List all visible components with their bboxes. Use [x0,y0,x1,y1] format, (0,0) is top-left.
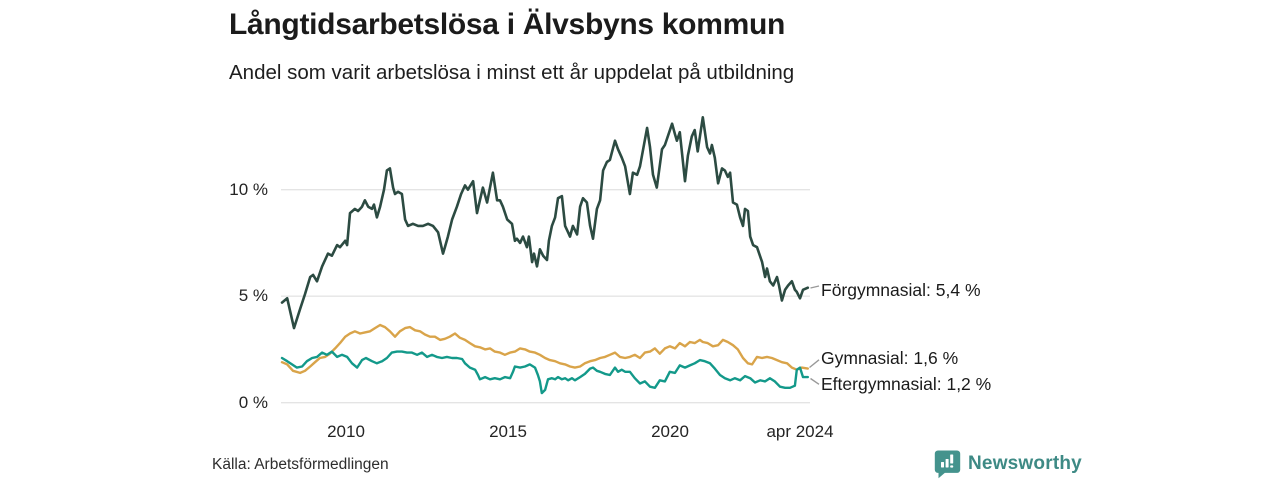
series-label-eftergymnasial: Eftergymnasial: 1,2 % [821,374,992,394]
label-connector-1 [809,359,820,369]
y-tick-10-percent: 10 % [229,180,268,199]
x-tick-2020: 2020 [651,422,689,441]
x-tick-2015: 2015 [489,422,527,441]
series-label-forgymnasial: Förgymnasial: 5,4 % [821,280,981,300]
chart-title: Långtidsarbetslösa i Älvsbyns kommun [229,8,786,41]
x-tick-2010: 2010 [327,422,365,441]
series-label-gymnasial: Gymnasial: 1,6 % [821,348,959,368]
newsworthy-wordmark: Newsworthy [968,453,1082,474]
y-tick-5-percent: 5 % [238,286,268,305]
series-line-2 [280,350,809,395]
label-connector-2 [810,377,820,385]
series-line-1 [280,323,809,375]
source-note: Källa: Arbetsförmedlingen [212,456,389,473]
newsworthy-logo: Newsworthy [934,449,1082,479]
y-tick-0-percent: 0 % [238,393,268,412]
newsworthy-icon [934,449,961,479]
chart-subtitle: Andel som varit arbetslösa i minst ett å… [229,61,795,84]
x-tick-apr-2024: apr 2024 [766,422,834,441]
label-connector-0 [810,285,820,289]
series-line-0 [280,116,810,330]
